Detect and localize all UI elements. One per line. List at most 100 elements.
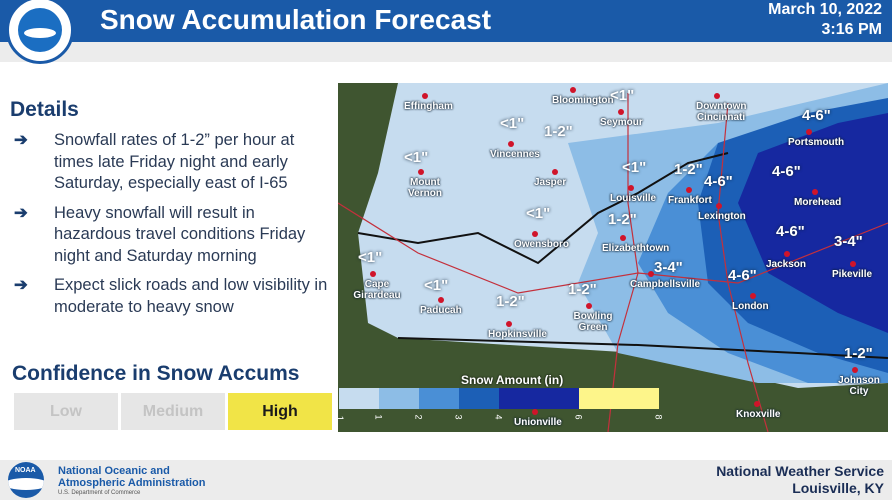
city-marker (714, 93, 720, 99)
office-line1: National Weather Service (716, 463, 884, 479)
city-label: Owensboro (514, 239, 570, 250)
state-border (357, 152, 729, 265)
snow-amount-label: <1" (610, 87, 635, 104)
city-label: Frankfort (668, 195, 712, 206)
city-marker (784, 251, 790, 257)
snow-amount-label: 3-4" (654, 259, 683, 276)
snow-amount-label: 4-6" (728, 267, 757, 284)
highway (338, 202, 888, 294)
snow-amount-label: <1" (622, 159, 647, 176)
city-label: Johnson City (838, 375, 880, 397)
city-label: Morehead (794, 197, 842, 208)
arrow-right-icon: ➔ (14, 203, 28, 222)
legend-tick: 6 (573, 414, 584, 420)
city-label: Unionville (514, 417, 562, 428)
confidence-medium: Medium (121, 393, 225, 430)
snow-map: Snow Amount (in) .1 1 2 3 4 6 8 Effingham Bloom… (338, 83, 888, 432)
confidence-low: Low (14, 393, 118, 430)
legend-swatch (339, 388, 379, 409)
office-name: National Weather Service Louisville, KY (716, 463, 884, 497)
bullet-text: Heavy snowfall will result in hazardous … (54, 203, 306, 265)
legend-swatch (379, 388, 419, 409)
snow-amount-label: <1" (526, 205, 551, 222)
city-label: Mount Vernon (408, 177, 442, 199)
snow-amount-label: 4-6" (772, 163, 801, 180)
legend-title: Snow Amount (in) (461, 373, 564, 387)
snow-amount-label: <1" (424, 277, 449, 294)
noaa-logo-text: NOAA (15, 467, 36, 474)
header-strip (0, 42, 892, 62)
city-marker (750, 293, 756, 299)
nws-logo (6, 0, 74, 64)
city-label: Campbellsville (630, 279, 701, 290)
city-marker (686, 187, 692, 193)
city-marker (508, 141, 514, 147)
org-line1: National Oceanic and (58, 465, 170, 477)
city-marker (532, 409, 538, 415)
city-marker (812, 189, 818, 195)
snow-amount-label: 4-6" (802, 107, 831, 124)
snow-amount-label: <1" (500, 115, 525, 132)
noaa-logo: NOAA (8, 462, 44, 498)
city-marker (370, 271, 376, 277)
bullet-text: Snowfall rates of 1-2” per hour at times… (54, 131, 295, 192)
legend-swatch (419, 388, 459, 409)
department: U.S. Department of Commerce (58, 490, 141, 496)
details-heading: Details (10, 98, 79, 121)
legend-tick: 4 (493, 414, 504, 420)
legend-tick: 2 (413, 414, 424, 420)
city-label: Seymour (600, 117, 643, 128)
city-label: London (732, 301, 769, 312)
city-marker (532, 231, 538, 237)
city-marker (852, 367, 858, 373)
city-label: Downtown Cincinnati (696, 101, 747, 123)
highway (607, 93, 639, 432)
snow-amount-label: 1-2" (608, 211, 637, 228)
city-marker (648, 271, 654, 277)
date: March 10, 2022 (768, 1, 882, 18)
legend-swatch (579, 388, 659, 409)
city-marker (586, 303, 592, 309)
city-label: Effingham (404, 101, 453, 112)
city-marker (422, 93, 428, 99)
city-label: Hopkinsville (488, 329, 547, 340)
snow-amount-label: <1" (404, 149, 429, 166)
city-marker (806, 129, 812, 135)
bullet-text: Expect slick roads and low visibility in… (54, 276, 328, 316)
legend-tick: 8 (653, 414, 664, 420)
city-marker (620, 235, 626, 241)
snow-amount-label: 1-2" (568, 281, 597, 298)
city-marker (618, 109, 624, 115)
snow-amount-label: 1-2" (674, 161, 703, 178)
confidence-heading: Confidence in Snow Accums (12, 362, 300, 385)
city-label: Elizabethtown (602, 243, 670, 254)
city-marker (850, 261, 856, 267)
city-marker (628, 185, 634, 191)
header-bar (0, 0, 892, 42)
legend-ticks: .1 1 2 3 4 6 8 (338, 410, 668, 430)
city-label: Louisville (610, 193, 657, 204)
map-shading (338, 83, 888, 432)
legend-tick: 3 (453, 414, 464, 420)
snow-amount-label: 3-4" (834, 233, 863, 250)
snow-amount-label: 1-2" (496, 293, 525, 310)
heaviest-snow-region (738, 113, 888, 333)
city-marker (570, 87, 576, 93)
city-label: Bowling Green (573, 311, 613, 333)
city-label: Portsmouth (788, 137, 845, 148)
highway (717, 102, 769, 432)
state-border (397, 337, 888, 359)
city-label: Paducah (420, 305, 462, 316)
time: 3:16 PM (821, 21, 882, 38)
office-line2: Louisville, KY (792, 480, 884, 496)
snow-amount-label: 4-6" (776, 223, 805, 240)
legend-tick: 1 (373, 414, 384, 420)
arrow-right-icon: ➔ (14, 131, 28, 149)
city-marker (552, 169, 558, 175)
org-line2: Atmospheric Administration (58, 477, 206, 489)
city-label: Jackson (766, 259, 807, 270)
city-label: Pikeville (832, 269, 873, 280)
legend-tick: .1 (338, 413, 345, 421)
snow-amount-label: <1" (358, 249, 383, 266)
city-label: Vincennes (490, 149, 540, 160)
